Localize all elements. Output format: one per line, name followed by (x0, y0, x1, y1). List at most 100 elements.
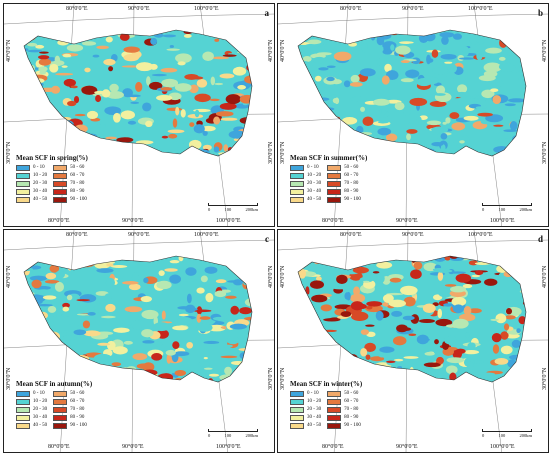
scf-patch (399, 41, 414, 45)
scf-patch (215, 279, 227, 284)
map-panel-spring: 80°0'0"E 90°0'0"E 100°0'0"E 80°0'0"E 90°… (3, 3, 275, 227)
lat-left-label: 40°0'0"N (6, 39, 12, 62)
scf-patch (239, 117, 252, 124)
lat-right-label: 30°0'0"N (542, 141, 548, 164)
scf-patch (135, 62, 154, 72)
scf-patch (31, 96, 49, 103)
scf-patch (198, 361, 210, 367)
scf-patch (316, 276, 322, 281)
legend-swatch (327, 172, 342, 179)
scf-patch (315, 112, 327, 117)
scf-patch (424, 351, 435, 356)
lat-left-label: 40°0'0"N (280, 265, 286, 288)
scf-patch (128, 283, 141, 291)
legend-item: 40 - 50 (16, 196, 47, 203)
scf-patch (510, 369, 525, 373)
scf-patch (126, 94, 141, 98)
lon-bottom-label: 90°0'0"E (122, 218, 144, 224)
scf-patch (196, 323, 213, 332)
scf-patch (494, 357, 509, 365)
scf-patch (222, 256, 229, 260)
scf-patch (415, 116, 422, 123)
scf-patch (313, 339, 326, 349)
scf-patch (183, 278, 198, 283)
legend-title: Mean SCF in winter(%) (290, 380, 363, 388)
lon-top-label: 90°0'0"E (128, 232, 150, 238)
scale-tick: 100 (224, 433, 232, 438)
scf-patch (59, 351, 70, 361)
scf-patch (246, 64, 252, 71)
scf-patch (122, 281, 139, 285)
panel-letter: b (537, 8, 543, 18)
scf-patch (57, 367, 64, 374)
scf-patch (495, 313, 507, 324)
scf-patch (359, 68, 376, 77)
scf-patch (88, 374, 103, 378)
scf-patch (365, 324, 375, 327)
scf-patch (244, 42, 252, 53)
legend-item: 0 - 10 (290, 390, 321, 397)
scf-patch (504, 50, 522, 56)
scf-patch (455, 348, 466, 354)
scf-patch (140, 295, 153, 303)
scf-patch (445, 365, 458, 375)
legend-label: 40 - 50 (33, 423, 48, 428)
scf-patch (93, 138, 107, 148)
lon-bottom-label: 90°0'0"E (396, 218, 418, 224)
scf-patch (223, 344, 233, 348)
scf-patch (509, 120, 518, 131)
scf-patch (298, 361, 311, 367)
scf-patch (40, 139, 52, 144)
scf-patch (135, 81, 143, 92)
scale-tick: 100 (498, 433, 506, 438)
scf-patch (65, 33, 80, 42)
legend-label: 30 - 40 (33, 415, 48, 420)
scf-patch (386, 360, 396, 363)
scf-patch (187, 113, 204, 119)
scf-patch (27, 49, 43, 53)
scf-patch (46, 331, 60, 342)
scf-patch (220, 117, 238, 121)
scf-patch (506, 42, 524, 48)
scf-patch (441, 36, 449, 45)
scf-patch (311, 105, 329, 110)
scf-patch (467, 342, 476, 350)
legend-column: 50 - 60 60 - 70 70 - 80 80 - 90 90 - 100 (327, 164, 361, 203)
legend-swatch (16, 390, 30, 397)
scf-patch (142, 340, 155, 344)
scf-patch (483, 62, 502, 73)
scf-patch (491, 124, 502, 134)
scf-patch (54, 281, 64, 292)
legend-title: Mean SCF in spring(%) (16, 154, 88, 162)
scf-patch (455, 273, 472, 283)
scf-patch (115, 323, 131, 330)
scf-patch (301, 331, 312, 338)
scf-patch (485, 114, 504, 123)
legend-swatch (53, 398, 68, 405)
scf-patch (305, 43, 320, 48)
scf-patch (196, 287, 205, 294)
legend-label: 90 - 100 (344, 423, 361, 428)
scf-patch (429, 100, 447, 107)
scf-patch (68, 140, 86, 150)
scf-patch (104, 293, 112, 303)
scale-bar: 0 100 200km (208, 203, 258, 212)
scf-patch (388, 299, 407, 308)
scf-patch (388, 367, 399, 375)
scf-patch (499, 30, 506, 36)
scf-patch (359, 276, 374, 283)
scf-patch (161, 135, 169, 139)
scf-patch (347, 354, 358, 362)
lon-bottom-label: 100°0'0"E (216, 218, 241, 224)
scf-patch (55, 72, 74, 76)
scf-patch (224, 366, 233, 375)
scf-patch (392, 336, 407, 346)
scf-patch (26, 373, 39, 378)
scf-patch (435, 85, 446, 95)
scf-patch (86, 110, 99, 120)
legend-swatch (290, 188, 304, 195)
scf-patch (422, 303, 436, 314)
legend-label: 10 - 20 (307, 173, 322, 178)
scf-patch (203, 367, 213, 370)
scf-patch (462, 283, 473, 289)
